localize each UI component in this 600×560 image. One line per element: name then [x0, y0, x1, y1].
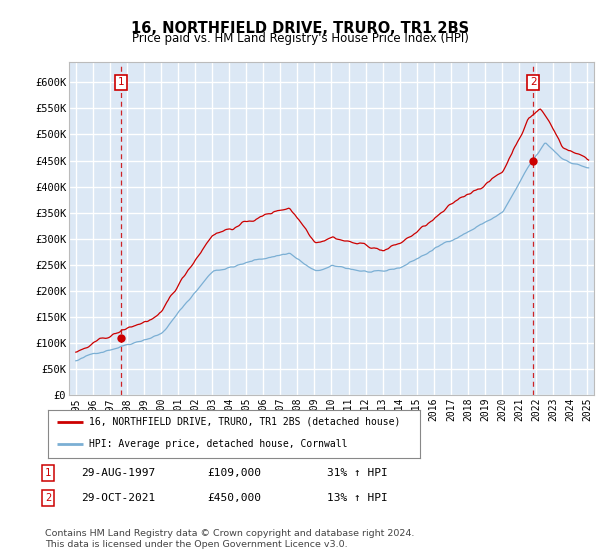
- Text: 31% ↑ HPI: 31% ↑ HPI: [327, 468, 388, 478]
- Text: 29-AUG-1997: 29-AUG-1997: [81, 468, 155, 478]
- Text: 2: 2: [45, 493, 51, 503]
- Text: £450,000: £450,000: [207, 493, 261, 503]
- Text: HPI: Average price, detached house, Cornwall: HPI: Average price, detached house, Corn…: [89, 439, 347, 449]
- Text: 2: 2: [530, 77, 536, 87]
- Text: £109,000: £109,000: [207, 468, 261, 478]
- Text: 1: 1: [118, 77, 124, 87]
- Text: Contains HM Land Registry data © Crown copyright and database right 2024.
This d: Contains HM Land Registry data © Crown c…: [45, 529, 415, 549]
- Text: Price paid vs. HM Land Registry's House Price Index (HPI): Price paid vs. HM Land Registry's House …: [131, 32, 469, 45]
- Text: 29-OCT-2021: 29-OCT-2021: [81, 493, 155, 503]
- Text: 16, NORTHFIELD DRIVE, TRURO, TR1 2BS (detached house): 16, NORTHFIELD DRIVE, TRURO, TR1 2BS (de…: [89, 417, 400, 427]
- Text: 13% ↑ HPI: 13% ↑ HPI: [327, 493, 388, 503]
- Text: 1: 1: [45, 468, 51, 478]
- Text: 16, NORTHFIELD DRIVE, TRURO, TR1 2BS: 16, NORTHFIELD DRIVE, TRURO, TR1 2BS: [131, 21, 469, 36]
